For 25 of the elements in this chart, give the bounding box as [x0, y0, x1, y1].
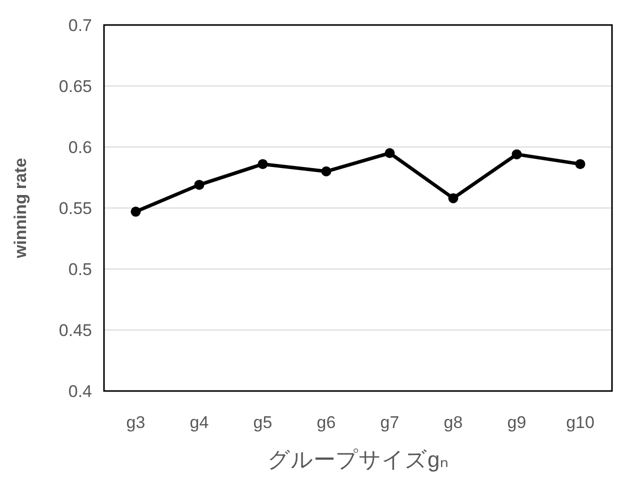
x-tick-label: g5: [253, 413, 272, 432]
x-tick-label: g7: [380, 413, 400, 432]
x-tick-label: g8: [444, 413, 463, 432]
x-axis-title: グループサイズgₙ: [267, 447, 449, 472]
y-tick-label: 0.55: [58, 199, 92, 218]
y-tick-label: 0.5: [68, 260, 92, 279]
x-tick-label: g4: [190, 413, 209, 432]
point: [448, 193, 458, 204]
y-tick-label: 0.7: [68, 16, 92, 35]
point: [575, 159, 586, 170]
x-tick-label: g3: [126, 413, 146, 432]
y-tick-label: 0.65: [58, 77, 92, 96]
y-tick-label: 0.45: [58, 321, 92, 340]
x-tick-label: g9: [507, 413, 526, 432]
point: [512, 149, 522, 160]
point: [130, 206, 141, 217]
y-tick-label: 0.6: [68, 138, 92, 157]
point: [258, 159, 268, 170]
point: [194, 180, 204, 190]
point: [384, 148, 395, 158]
point: [321, 166, 332, 176]
x-tick-label: g10: [566, 413, 594, 432]
x-tick-label: g6: [316, 413, 336, 432]
y-axis-title: winning rate: [11, 158, 30, 260]
y-tick-label: 0.4: [68, 382, 92, 401]
